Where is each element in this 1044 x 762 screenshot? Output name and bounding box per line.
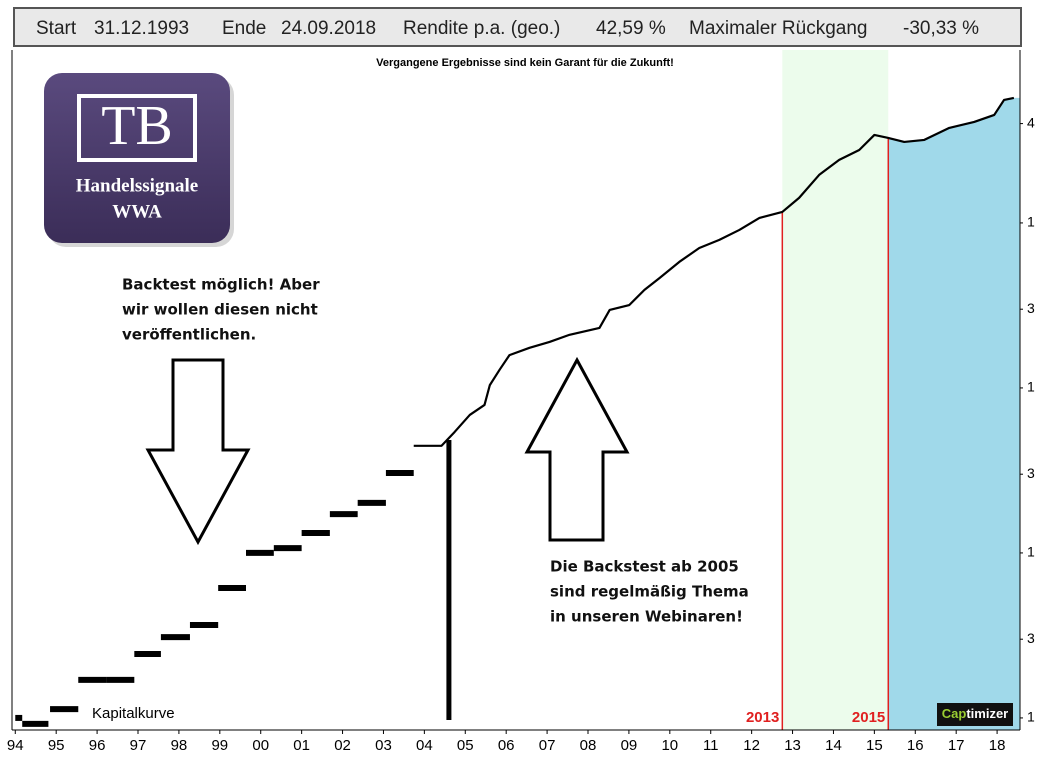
header-item: 24.09.2018	[281, 18, 376, 39]
annotation: sind regelmäßig Thema	[550, 583, 749, 601]
logo-initials: TB	[101, 95, 173, 157]
y-tick-label: 3	[1027, 300, 1035, 316]
x-tick-label: 11	[703, 737, 719, 754]
header-item: 31.12.1993	[94, 18, 189, 39]
y-tick-label: 3	[1027, 465, 1035, 481]
x-tick-label: 08	[580, 737, 597, 754]
x-tick-label: 96	[89, 737, 106, 754]
annotation: Backtest möglich! Aber	[122, 276, 320, 294]
y-tick-label: 4	[1027, 114, 1035, 130]
x-tick-label: 17	[948, 737, 965, 754]
x-tick-label: 99	[211, 737, 228, 754]
badge-part: timizer	[966, 706, 1008, 721]
x-tick-label: 06	[498, 737, 515, 754]
x-tick-label: 02	[334, 737, 351, 754]
logo: TB Handelssignale WWA	[44, 73, 234, 247]
x-tick-label: 03	[375, 737, 392, 754]
region	[782, 50, 889, 730]
logo-frame	[77, 94, 197, 162]
down-arrow	[145, 358, 251, 546]
header-item: Maximaler Rückgang	[689, 18, 867, 39]
region-area	[888, 97, 1020, 730]
up-arrow	[524, 356, 630, 542]
header-box	[13, 7, 1022, 47]
plot: 94 95 96 97 98 99 00 01 02 03 04 05 06 07 08 09 10 11 12 13…	[7, 96, 1035, 754]
y-tick-label: 1	[1027, 214, 1035, 230]
header-item: Start	[36, 18, 77, 39]
header-item: 42,59 %	[596, 18, 666, 39]
x-tick-label: 04	[416, 737, 433, 754]
badge: Captimizer	[942, 706, 1008, 721]
annotation: veröffentlichen.	[122, 326, 256, 344]
x-tick-label: 14	[825, 737, 842, 754]
line-piece	[413, 96, 1015, 447]
header-item: Rendite p.a. (geo.)	[403, 18, 560, 39]
y-tick-label: 1	[1027, 709, 1035, 725]
header: Start 31.12.1993 Ende 24.09.2018 Rendite p.a…	[36, 18, 979, 39]
arrows	[145, 356, 630, 546]
x-tick-label: 10	[661, 737, 678, 754]
y-tick-label: 1	[1027, 379, 1035, 395]
header-item: Ende	[222, 18, 266, 39]
regions	[781, 50, 1020, 730]
x-tick-label: 16	[907, 737, 924, 754]
badge-box	[937, 703, 1013, 726]
x-tick-label: 94	[7, 737, 24, 754]
legend-label: Kapitalkurve	[92, 705, 175, 722]
region-label: 2013	[746, 709, 779, 726]
badge-part: Cap	[942, 706, 967, 721]
header-item: -30,33 %	[903, 18, 979, 39]
x-tick-label: 97	[130, 737, 147, 754]
x-tick-label: 05	[457, 737, 474, 754]
x-tick-label: 00	[252, 737, 269, 754]
x-tick-label: 95	[48, 737, 65, 754]
x-tick-label: 13	[784, 737, 801, 754]
subtitle: Vergangene Ergebnisse sind kein Garant f…	[376, 57, 674, 69]
x-tick-label: 12	[743, 737, 760, 754]
y-tick-label: 3	[1027, 630, 1035, 646]
logo-line: WWA	[112, 201, 162, 222]
y-tick-label: 1	[1027, 544, 1035, 560]
annotations: Backtest möglich! Aber wir wollen diesen …	[122, 276, 749, 626]
x-tick-label: 07	[539, 737, 556, 754]
region-label: 2015	[852, 709, 885, 726]
x-tick-label: 18	[989, 737, 1006, 754]
annotation: in unseren Webinaren!	[550, 608, 743, 626]
x-tick-label: 15	[866, 737, 883, 754]
x-tick-label: 01	[293, 737, 310, 754]
x-tick-label: 09	[621, 737, 638, 754]
annotation: Die Backstest ab 2005	[550, 558, 739, 576]
annotation: wir wollen diesen nicht	[122, 301, 318, 319]
x-tick-label: 98	[171, 737, 188, 754]
logo-line: Handelssignale	[76, 175, 198, 196]
